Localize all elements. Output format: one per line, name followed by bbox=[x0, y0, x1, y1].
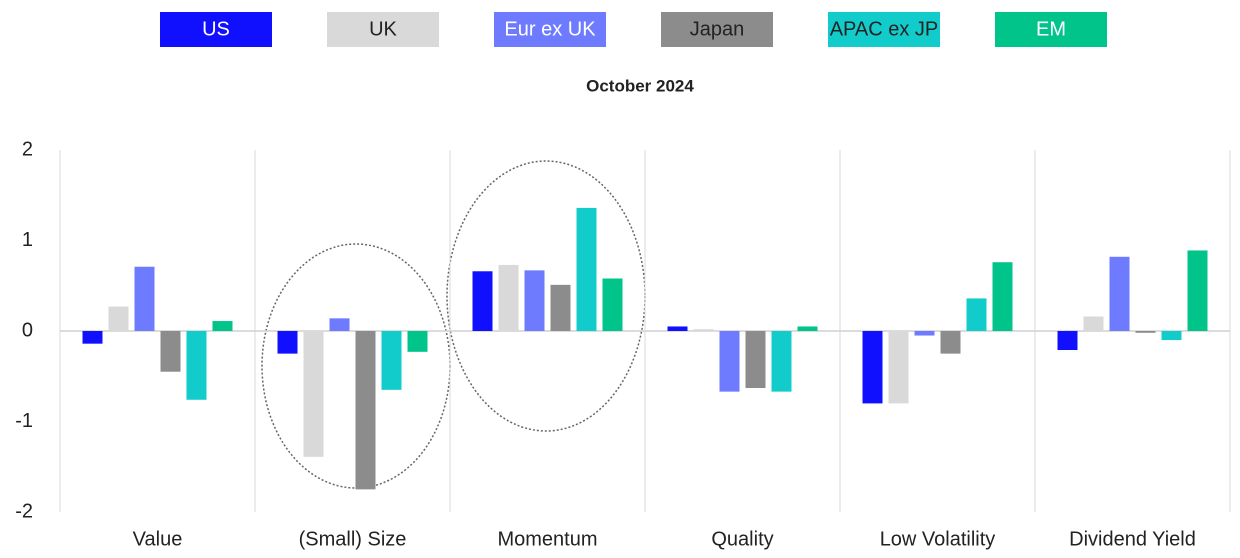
legend-swatch bbox=[494, 12, 606, 47]
bar bbox=[1135, 331, 1156, 333]
legend-label: US bbox=[202, 18, 230, 40]
bar bbox=[277, 331, 298, 354]
legend-label: EM bbox=[1036, 18, 1066, 40]
bar bbox=[108, 306, 129, 331]
x-tick-label: Momentum bbox=[497, 528, 597, 550]
bar bbox=[771, 331, 792, 392]
bar bbox=[862, 331, 883, 404]
bar bbox=[329, 318, 350, 331]
y-tick-label: 1 bbox=[22, 229, 33, 251]
bar bbox=[602, 278, 623, 331]
legend-label: APAC ex JP bbox=[830, 18, 939, 40]
bar bbox=[160, 331, 181, 372]
x-tick-label: Dividend Yield bbox=[1069, 528, 1196, 550]
bar bbox=[407, 331, 428, 352]
bar bbox=[745, 331, 766, 389]
y-tick-label: 2 bbox=[22, 138, 33, 160]
chart-title: October 2024 bbox=[586, 76, 694, 95]
x-tick-label: Low Volatility bbox=[880, 528, 996, 550]
bar bbox=[472, 271, 493, 331]
legend-swatch bbox=[995, 12, 1107, 47]
bar bbox=[524, 270, 545, 331]
bar bbox=[1187, 250, 1208, 331]
bar bbox=[381, 331, 402, 390]
x-tick-label: Quality bbox=[711, 528, 773, 550]
bar bbox=[693, 329, 714, 331]
bar bbox=[667, 326, 688, 331]
bar bbox=[797, 326, 818, 331]
bar bbox=[940, 331, 961, 354]
bar bbox=[134, 266, 155, 331]
legend-label: UK bbox=[369, 18, 397, 40]
bar bbox=[550, 284, 571, 331]
legend-swatch bbox=[661, 12, 773, 47]
y-tick-label: -1 bbox=[15, 410, 33, 432]
bar bbox=[1161, 331, 1182, 341]
legend-swatch bbox=[327, 12, 439, 47]
bar bbox=[1109, 256, 1130, 331]
y-tick-label: -2 bbox=[15, 500, 33, 522]
x-tick-label: Value bbox=[133, 528, 183, 550]
bar bbox=[992, 262, 1013, 331]
bar bbox=[719, 331, 740, 392]
bar bbox=[1083, 316, 1104, 331]
legend-label: Japan bbox=[690, 18, 745, 40]
bar bbox=[498, 264, 519, 331]
bar bbox=[966, 298, 987, 331]
bar bbox=[212, 321, 233, 331]
legend-swatch bbox=[828, 12, 940, 47]
bar bbox=[355, 331, 376, 490]
bar bbox=[1057, 331, 1078, 351]
y-tick-label: 0 bbox=[22, 319, 33, 341]
bar bbox=[914, 331, 935, 336]
bar bbox=[576, 207, 597, 331]
legend-swatch bbox=[160, 12, 272, 47]
bar bbox=[888, 331, 909, 404]
x-tick-label: (Small) Size bbox=[299, 528, 407, 550]
bar bbox=[186, 331, 207, 400]
bar bbox=[82, 331, 103, 344]
bar bbox=[303, 331, 324, 457]
legend-label: Eur ex UK bbox=[504, 18, 596, 40]
